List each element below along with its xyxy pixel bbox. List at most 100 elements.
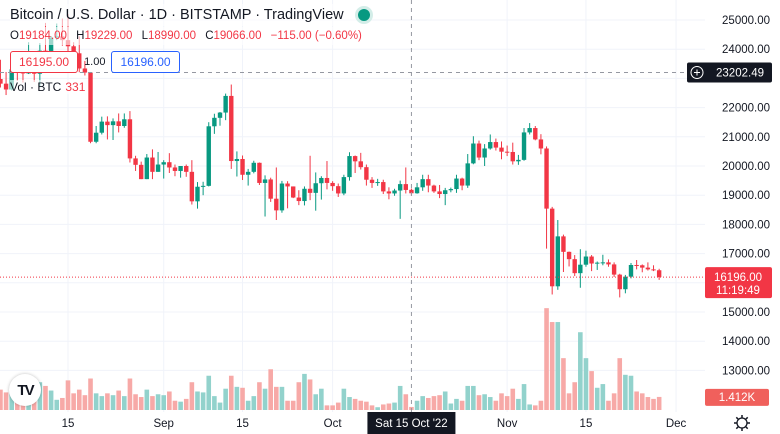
candle-body <box>3 83 9 90</box>
volume-bar <box>105 393 110 410</box>
candle-body <box>358 161 363 168</box>
candle-body <box>336 186 341 194</box>
candle-body <box>116 121 121 126</box>
candle-body <box>465 163 470 186</box>
price-axis[interactable]: 25000.0024000.0023000.0022000.0021000.00… <box>687 15 772 406</box>
volume-bar <box>392 402 397 410</box>
candle-body <box>347 156 352 178</box>
volume-bar <box>228 375 234 410</box>
candle-body <box>611 264 617 275</box>
volume-bar <box>442 391 448 410</box>
candle-body <box>189 171 195 202</box>
volume-bar <box>99 396 105 410</box>
volume-bar <box>471 385 476 410</box>
volume-bar <box>71 393 76 410</box>
tradingview-logo[interactable]: TV <box>9 374 41 406</box>
volume-bar <box>60 397 65 410</box>
low-label: L <box>141 30 149 42</box>
volume-bar <box>634 391 639 410</box>
volume-bar <box>262 388 268 410</box>
settings-gear-icon[interactable] <box>734 415 750 431</box>
candle-body <box>645 267 651 270</box>
sell-button[interactable]: 16195.00 <box>10 51 79 73</box>
add-alert-plus-icon <box>690 65 704 79</box>
volume-bar <box>600 384 606 410</box>
candle-body <box>538 139 544 149</box>
candle-body <box>499 147 504 152</box>
candle-body <box>352 156 358 162</box>
volume-bar <box>437 395 442 410</box>
volume-bar <box>532 405 538 410</box>
time-tick-label: Oct <box>324 418 343 430</box>
volume-bar <box>516 398 521 410</box>
candle-body <box>234 158 240 162</box>
volume-bar <box>611 393 617 410</box>
volume-bar <box>296 382 302 410</box>
symbol-title[interactable]: Bitcoin / U.S. Dollar · 1D · BITSTAMP · … <box>10 7 344 23</box>
time-axis[interactable]: 15 Sep 15 Oct Nov 15 Dec Sat 15 Oct '22 <box>62 412 687 434</box>
candle-body <box>651 269 656 271</box>
volume-bar <box>251 396 257 410</box>
bar-countdown-label: 11:19:49 <box>716 285 760 297</box>
volume-bar <box>127 378 133 410</box>
candle-body <box>341 177 347 194</box>
volume-bar <box>476 395 482 410</box>
candle-body <box>9 69 14 90</box>
candle-body <box>443 190 448 195</box>
close-label: C <box>205 30 214 42</box>
candle-body <box>262 179 268 183</box>
candle-body <box>549 208 555 287</box>
volume-bar <box>48 390 54 410</box>
volume-bar <box>65 380 71 410</box>
volume-bar <box>628 375 634 410</box>
candle-body <box>578 264 583 274</box>
candle-body <box>504 151 510 153</box>
volume-bar <box>0 389 3 410</box>
price-tick-label: 24000.00 <box>722 44 770 56</box>
volume-bar <box>566 393 572 410</box>
candle-body <box>155 164 161 172</box>
candle-body <box>640 265 645 268</box>
volume-bar <box>504 396 510 410</box>
volume-bar <box>623 374 628 410</box>
volume-bar <box>482 394 487 410</box>
volume-bar <box>538 400 544 410</box>
candle-body <box>409 189 414 194</box>
candle-body <box>420 179 425 188</box>
candles <box>0 14 662 298</box>
candle-body <box>217 112 223 118</box>
candle-body <box>386 191 392 194</box>
volume-bar <box>454 398 459 410</box>
volume-bar <box>347 397 352 410</box>
volume-bar <box>324 405 330 410</box>
time-tick-label: Dec <box>666 418 687 430</box>
candle-body <box>606 262 611 265</box>
time-tick-label: 15 <box>62 418 75 430</box>
volume-bar <box>319 388 324 410</box>
volume-bar <box>499 393 504 410</box>
volume-bar <box>20 402 26 410</box>
time-tick-label: 15 <box>580 418 593 430</box>
candle-body <box>572 259 577 274</box>
candle-body <box>313 183 318 193</box>
volume-bar <box>150 396 155 410</box>
volume-bar <box>122 396 127 410</box>
candle-body <box>397 184 403 191</box>
market-open-status-icon <box>357 9 370 21</box>
volume-legend[interactable]: Vol · BTC 331 <box>10 80 86 94</box>
buy-button[interactable]: 16196.00 <box>111 51 180 73</box>
candle-body <box>330 182 335 187</box>
candle-body <box>161 162 166 165</box>
volume-bar <box>578 332 583 410</box>
volume-bar <box>285 400 290 410</box>
volume-bar <box>76 389 82 410</box>
volume-bar <box>431 396 437 410</box>
volume-bar <box>397 385 403 410</box>
volume-bar <box>167 391 172 410</box>
last-volume-label: 1.412K <box>719 392 756 404</box>
candle-body <box>595 262 600 264</box>
volume-bar <box>268 369 273 410</box>
volume-bar <box>257 382 262 410</box>
candle-body <box>488 142 493 149</box>
